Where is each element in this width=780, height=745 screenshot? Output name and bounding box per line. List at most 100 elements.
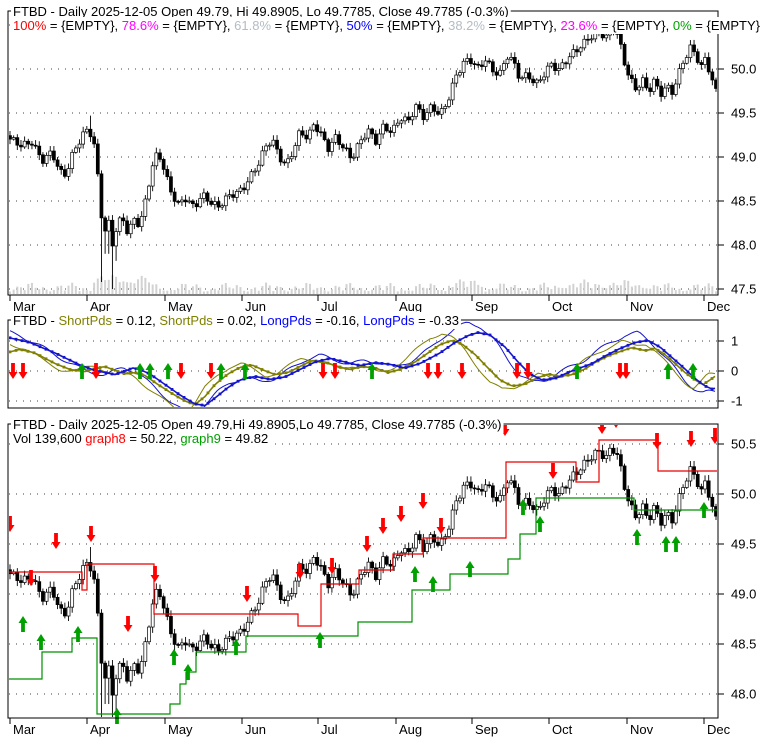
volume-bar xyxy=(685,290,688,294)
candlestick xyxy=(403,116,407,122)
volume-bar xyxy=(67,285,70,294)
candlestick xyxy=(223,637,228,650)
volume-bar xyxy=(663,284,666,294)
volume-bar xyxy=(49,291,52,294)
candlestick xyxy=(73,147,78,153)
longpds-main-line-marker xyxy=(104,371,108,375)
volume-bar xyxy=(12,289,15,294)
candlestick xyxy=(158,588,162,598)
shortpds-main-line-marker xyxy=(182,399,186,402)
shortpds-main-line-marker xyxy=(572,372,576,376)
candlestick xyxy=(549,62,554,67)
candlestick xyxy=(556,493,561,497)
sell-signal-arrow xyxy=(123,616,133,632)
candlestick xyxy=(209,643,214,649)
candlestick xyxy=(494,71,499,76)
sell-signal-arrow xyxy=(418,493,428,509)
sell-signal-arrow xyxy=(615,363,625,379)
candlestick xyxy=(267,580,272,582)
candlestick xyxy=(501,487,506,496)
sell-signal-arrow xyxy=(378,518,388,534)
buy-signal-arrow xyxy=(699,502,709,518)
longpds-main-line-marker xyxy=(326,357,330,361)
candlestick xyxy=(311,557,316,564)
candlestick xyxy=(198,640,203,651)
candlestick xyxy=(436,541,440,546)
candlestick xyxy=(48,586,53,593)
longpds-main-line-marker xyxy=(506,349,510,352)
volume-bar xyxy=(638,285,641,294)
sell-signal-arrow xyxy=(176,363,186,379)
shortpds-main-line-marker xyxy=(692,377,696,381)
candlestick xyxy=(703,480,707,490)
volume-bar xyxy=(385,285,388,294)
x-axis-label: Oct xyxy=(552,299,573,314)
longpds-main-line-marker xyxy=(44,347,48,351)
volume-bar xyxy=(41,287,44,294)
candlestick xyxy=(494,496,499,502)
candlestick xyxy=(370,128,374,135)
candlestick xyxy=(52,150,56,161)
longpds-main-line-marker xyxy=(650,341,654,344)
shortpds-main-line-marker xyxy=(284,371,288,375)
candlestick xyxy=(297,130,301,146)
volume-bar xyxy=(254,287,257,294)
shortpds-main-line-marker xyxy=(248,364,252,367)
volume-bar xyxy=(301,288,304,294)
sell-signal-arrow xyxy=(91,363,101,379)
y-axis-label: 50.5 xyxy=(731,437,756,452)
candlestick xyxy=(381,556,385,569)
candlestick xyxy=(117,217,122,232)
candlestick xyxy=(564,62,568,65)
candlestick xyxy=(523,72,528,79)
shortpds-main-line-marker xyxy=(260,368,264,371)
longpds-main-line-marker xyxy=(488,333,492,337)
candlestick xyxy=(172,633,177,645)
longpds-main-line-marker xyxy=(668,354,672,358)
candlestick xyxy=(410,547,415,553)
volume-bar xyxy=(232,288,235,294)
shortpds-main-line-marker xyxy=(224,374,228,378)
longpds-main-line-marker xyxy=(200,403,204,407)
candlestick xyxy=(681,62,685,69)
candlestick xyxy=(15,571,20,581)
candlestick xyxy=(388,130,393,133)
volume-bar xyxy=(85,289,88,294)
volume-bar xyxy=(579,283,582,294)
volume-bar xyxy=(45,289,48,294)
candlestick xyxy=(176,644,181,646)
candlestick xyxy=(99,612,104,664)
candlestick xyxy=(319,131,323,134)
longpds-main-line-marker xyxy=(182,396,186,399)
longpds-main-line-marker xyxy=(92,368,96,372)
volume-bar xyxy=(56,286,59,294)
volume-bar xyxy=(283,290,286,294)
candlestick xyxy=(487,484,492,487)
longpds-main-line-marker xyxy=(614,349,618,352)
candlestick xyxy=(534,506,539,510)
longpds-main-line-marker xyxy=(680,364,684,368)
volume-bar xyxy=(345,284,348,294)
candlestick xyxy=(436,111,440,115)
candlestick xyxy=(202,634,206,642)
shortpds-main-line-marker xyxy=(272,372,276,376)
candlestick xyxy=(611,447,616,454)
oscillator-panel[interactable]: 1 0 -1 FTBD - ShortPds = 0.12, ShortPds = 0… xyxy=(7,312,743,414)
candlestick xyxy=(688,466,693,482)
candlestick xyxy=(293,580,298,594)
x-axis-label: Sep xyxy=(475,722,498,737)
shortpds-main-line-marker xyxy=(302,363,306,366)
candlestick xyxy=(205,634,210,645)
candlestick xyxy=(648,515,653,520)
longpds-main-line-marker xyxy=(626,343,630,347)
volume-bar xyxy=(279,286,282,294)
longpds-main-line-marker xyxy=(350,362,354,366)
x-axis-label: Jul xyxy=(321,299,338,314)
candlestick xyxy=(586,459,590,462)
volume-bar xyxy=(495,288,498,294)
trend-panel[interactable]: 50.5 50.0 49.5 49.0 48.5 48.0 FTBD - Daily 202… xyxy=(6,412,757,744)
candlestick xyxy=(498,495,503,502)
candlestick xyxy=(670,84,674,95)
